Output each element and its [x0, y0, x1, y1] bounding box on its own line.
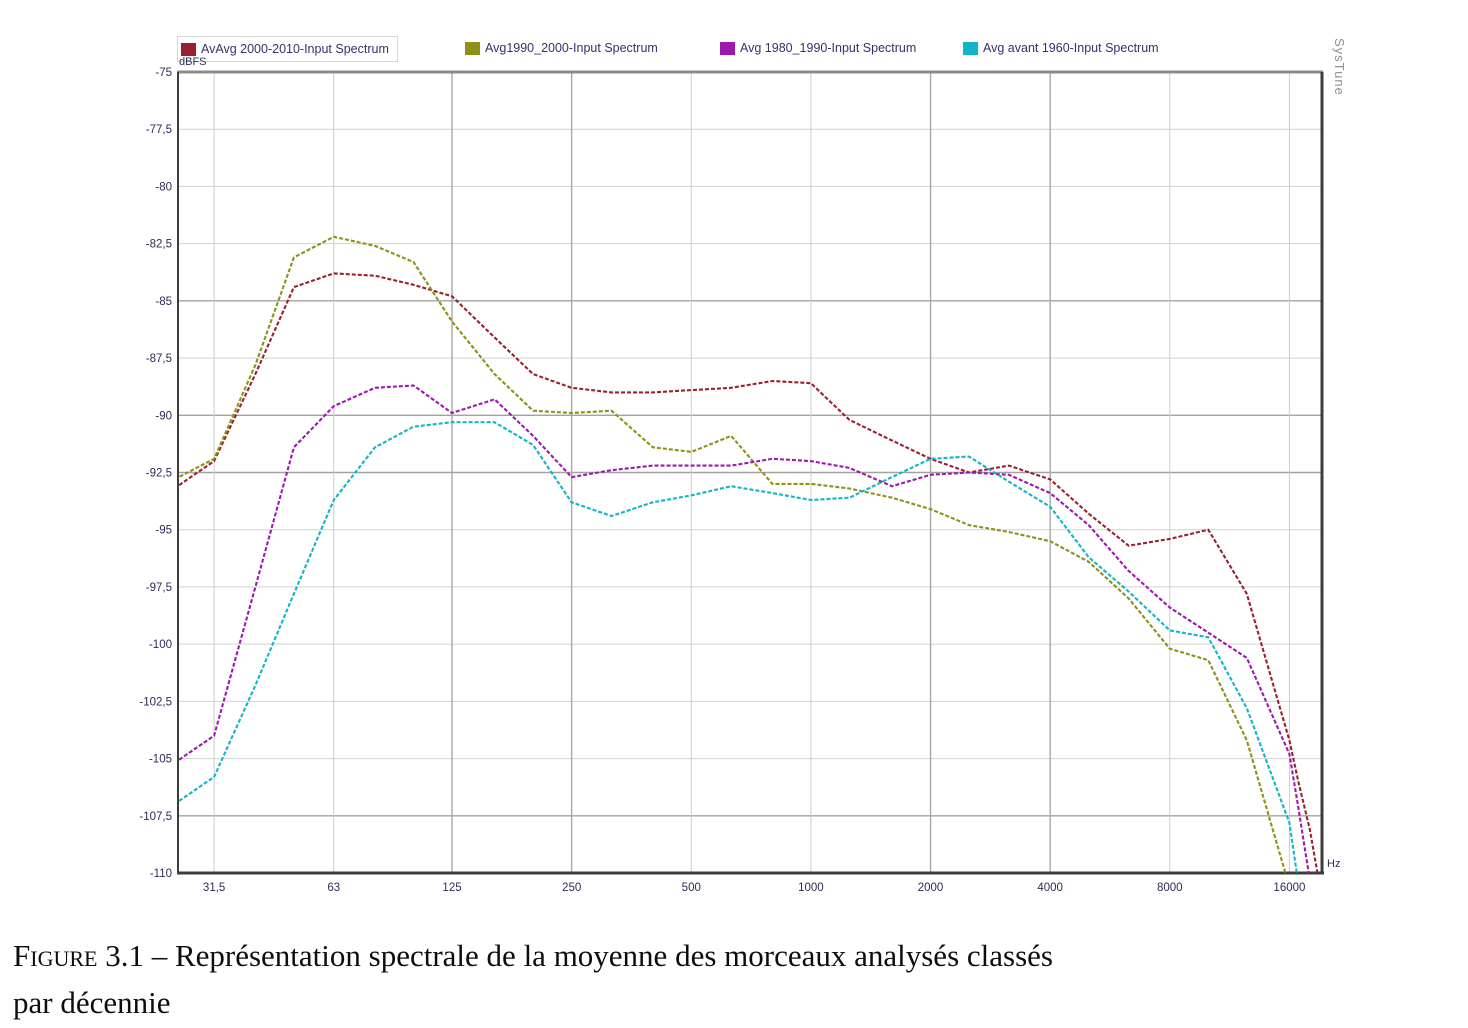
y-tick-label: -110 — [150, 868, 172, 880]
y-tick-label: -87,5 — [146, 353, 172, 365]
legend-swatch-avant-1960 — [963, 41, 978, 55]
x-tick-label: 2000 — [918, 882, 944, 894]
caption-text: Représentation spectrale de la moyenne d… — [174, 938, 1053, 973]
legend-swatch-2000-2010 — [181, 42, 196, 56]
x-tick-label: 16000 — [1273, 882, 1305, 894]
caption-figure-number: 3.1 — [105, 938, 144, 973]
series-line — [178, 421, 1298, 873]
series-group — [178, 235, 1319, 873]
y-tick-label: -77,5 — [146, 124, 172, 136]
y-tick-label: -97,5 — [146, 582, 172, 594]
legend-item-1980-1990: Avg 1980_1990-Input Spectrum — [720, 36, 916, 60]
legend-item-1990-2000: Avg1990_2000-Input Spectrum — [465, 36, 658, 60]
legend-label: Avg avant 1960-Input Spectrum — [983, 41, 1159, 55]
y-tick-label: -92,5 — [146, 468, 172, 480]
x-tick-label: 31,5 — [203, 882, 225, 894]
series-line — [178, 384, 1310, 873]
y-tick-label: -85 — [155, 296, 172, 308]
y-tick-label: -102,5 — [139, 696, 172, 708]
figure-caption: Figure 3.1 – Représentation spectrale de… — [13, 932, 1463, 1026]
caption-line1: Figure 3.1 – Représentation spectrale de… — [13, 932, 1463, 979]
legend-item-2000-2010: AvAvg 2000-2010-Input Spectrum — [177, 36, 398, 62]
x-tick-label: 250 — [562, 882, 581, 894]
systune-watermark: SysTune — [1332, 38, 1347, 96]
x-tick-label: 4000 — [1037, 882, 1063, 894]
y-tick-label: -95 — [155, 525, 172, 537]
y-tick-label: -90 — [155, 410, 172, 422]
x-tick-label: 125 — [442, 882, 461, 894]
legend-label: AvAvg 2000-2010-Input Spectrum — [201, 42, 389, 56]
series-line — [178, 235, 1287, 873]
caption-line2: par décennie — [13, 985, 171, 1020]
legend-label: Avg 1980_1990-Input Spectrum — [740, 41, 917, 55]
x-tick-label: 1000 — [798, 882, 824, 894]
x-tick-label: 63 — [327, 882, 340, 894]
legend-swatch-1980-1990 — [720, 41, 735, 55]
caption-figure-label: Figure — [13, 938, 98, 973]
y-axis-unit-label: dBFS — [179, 56, 207, 68]
y-tick-label: -82,5 — [146, 239, 172, 251]
y-tick-label: -80 — [155, 181, 172, 193]
caption-dash: – — [151, 938, 168, 973]
x-tick-label: 500 — [682, 882, 701, 894]
legend-item-avant-1960: Avg avant 1960-Input Spectrum — [963, 36, 1159, 60]
y-tick-label: -105 — [149, 754, 172, 766]
x-tick-label: 8000 — [1157, 882, 1183, 894]
y-tick-label: -100 — [149, 639, 172, 651]
y-tick-label: -107,5 — [139, 811, 172, 823]
series-line — [178, 272, 1319, 873]
legend-label: Avg1990_2000-Input Spectrum — [485, 41, 658, 55]
x-axis-unit-label: Hz — [1327, 858, 1341, 870]
legend-swatch-1990-2000 — [465, 41, 480, 55]
y-tick-label: -75 — [155, 67, 172, 79]
